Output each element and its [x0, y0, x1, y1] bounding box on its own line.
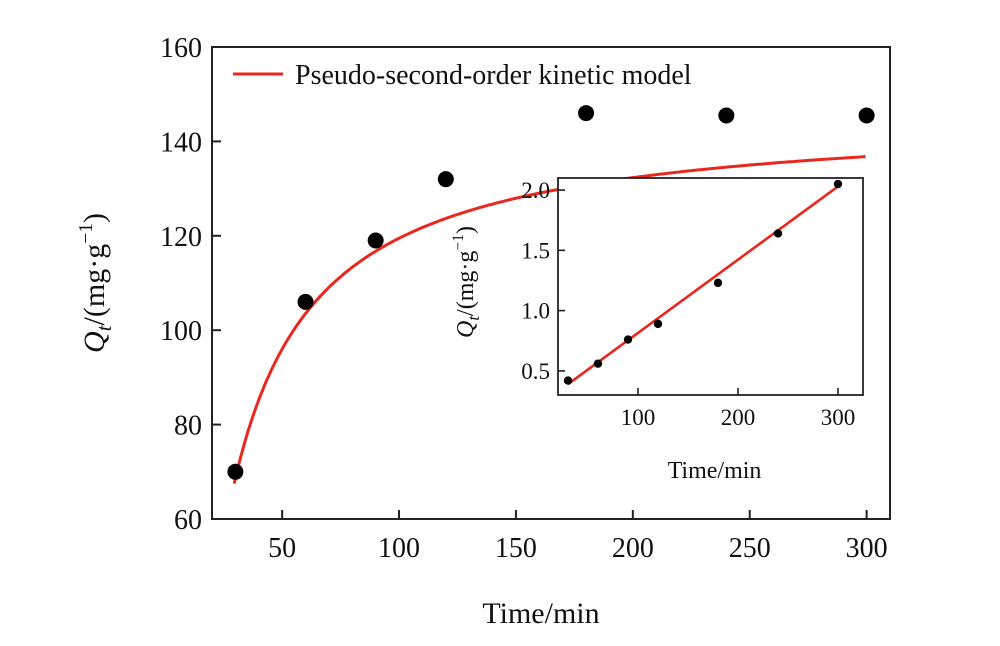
inset-y-tick-label: 1.5: [521, 238, 550, 263]
inset-data-point: [773, 229, 783, 238]
inset-x-axis-label: Time/min: [668, 458, 762, 484]
main-y-tick-label: 100: [160, 316, 202, 347]
main-data-point: [858, 107, 875, 124]
inset-x-tick-label: 300: [821, 405, 856, 430]
main-y-tick-label: 60: [174, 505, 202, 536]
inset-y-axis-label-sub: t: [464, 316, 483, 321]
main-x-tick-label: 250: [729, 533, 771, 564]
inset-y-axis-label-sup: −1: [450, 234, 467, 251]
inset-x-tick-label: 100: [621, 405, 656, 430]
main-y-axis-label-sub: t: [92, 324, 116, 331]
inset-data-point: [563, 376, 573, 385]
inset-data-point: [833, 179, 843, 189]
main-fit-curve: [232, 155, 866, 484]
main-x-tick-label: 300: [846, 533, 888, 564]
inset-data-point: [713, 278, 723, 288]
main-y-tick-label: 140: [160, 127, 202, 158]
main-data-point: [227, 463, 244, 480]
inset-y-axis-label: Qt/(mg·g−1): [450, 226, 483, 338]
inset-plot-frame: [557, 177, 864, 396]
inset-data-point: [593, 359, 603, 368]
main-y-tick-label: 80: [174, 411, 202, 442]
main-y-axis-label-units: /(mg·g: [78, 244, 111, 326]
legend-label: Pseudo-second-order kinetic model: [295, 60, 692, 91]
main-data-point: [297, 293, 314, 310]
inset-data-point: [623, 335, 633, 344]
inset-y-tick-label: 0.5: [521, 359, 550, 384]
inset-plot: 100 200 300 0.5 1.0 1.5 2.0 Time/min Qt/(mg·g−1): [450, 177, 864, 484]
inset-y-tick-label: 1.0: [521, 299, 550, 324]
main-y-axis-label: Qt/(mg·g−1): [76, 213, 116, 353]
main-x-tick-label: 100: [378, 533, 420, 564]
main-y-axis-label-q: Q: [78, 331, 111, 353]
main-y-tick-label: 160: [160, 33, 202, 64]
main-y-axis-label-close: ): [78, 213, 111, 223]
main-data-point: [437, 171, 454, 188]
main-x-tick-label: 50: [268, 533, 296, 564]
main-plot: 50 100 150 200 250 300 60 80 100 120 140 160 Time/mi…: [76, 33, 891, 630]
main-data-point: [367, 232, 384, 249]
inset-x-tick-label: 200: [721, 405, 756, 430]
main-y-tick-label: 120: [160, 222, 202, 253]
main-y-axis-label-sup: −1: [76, 223, 97, 244]
inset-y-tick-label: 2.0: [521, 178, 550, 203]
main-data-point: [718, 107, 735, 124]
main-x-tick-label: 200: [612, 533, 654, 564]
inset-y-axis-label-close: ): [453, 226, 479, 234]
inset-y-axis-label-q: Q: [453, 321, 479, 338]
main-plot-frame: [211, 46, 891, 520]
inset-y-axis-label-units: /(mg·g: [453, 251, 479, 316]
main-x-axis-label: Time/min: [482, 597, 599, 630]
inset-fit-line: [567, 185, 839, 386]
main-x-tick-label: 150: [495, 533, 537, 564]
inset-data-point: [653, 319, 663, 329]
main-data-point: [578, 105, 595, 122]
